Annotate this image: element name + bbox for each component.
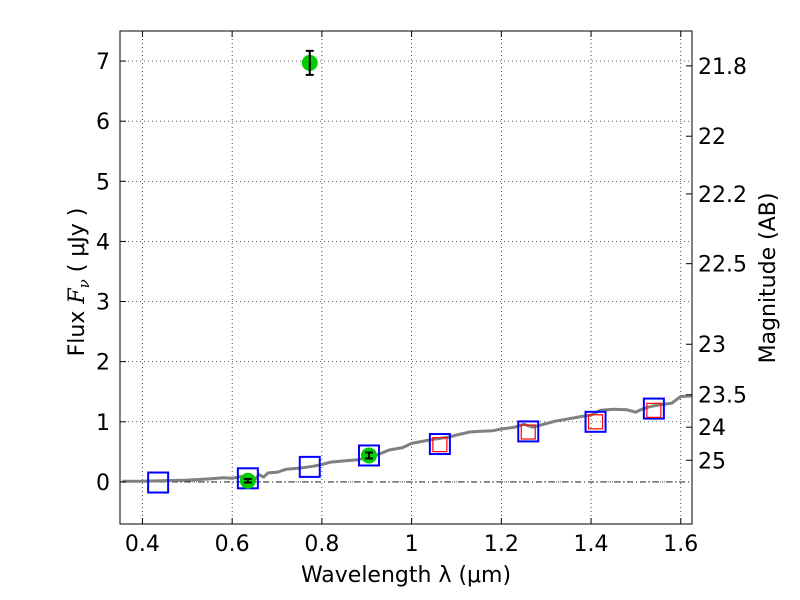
x-tick-label: 0.4 [125,532,160,557]
magnitude-tick-label: 21.8 [698,55,747,80]
blue-square-marker [298,455,321,478]
axis-ticks [120,31,692,524]
blue-square-marker [147,471,170,494]
x-tick-label: 0.8 [304,532,339,557]
red-square-marker [432,437,448,453]
y-axis-label: Flux Fν ( μJy ) [65,208,93,357]
y-tick-label: 0 [96,471,110,496]
y-tick-label: 7 [96,50,110,75]
magnitude-tick-label: 22 [698,125,726,150]
y-tick-label: 3 [96,291,110,316]
magnitude-tick-label: 25 [698,449,726,474]
plot-data [122,49,693,494]
y-tick-label: 2 [96,351,110,376]
y-axis-label-subscript: ν [75,279,93,288]
blue-square-marker [642,397,665,420]
red-square-marker [587,414,604,430]
x-tick-label: 1.4 [574,532,609,557]
blue-square-marker [357,444,380,467]
y-axis-label-prefix: Flux [65,304,90,357]
plot-frame [119,30,693,525]
magnitude-tick-label: 23 [698,333,726,358]
blue-square-marker [517,420,540,443]
x-tick-label: 1.2 [484,532,519,557]
magnitude-axis-label: Magnitude (AB) [756,193,781,364]
blue-square-marker [428,433,451,456]
model-spectrum-line [122,394,693,483]
x-tick-label: 1.6 [663,532,698,557]
magnitude-tick-label: 22.2 [698,183,747,208]
x-tick-label: 1 [405,532,419,557]
red-square-marker [646,402,662,418]
red-square-marker [520,424,536,440]
x-tick-label: 0.6 [215,532,250,557]
magnitude-tick-label: 22.5 [698,253,747,278]
y-tick-label: 4 [96,230,110,255]
grid-lines [120,31,692,524]
y-axis-label-symbol: F [65,288,90,305]
y-tick-label: 1 [96,411,110,436]
y-tick-label: 6 [96,110,110,135]
y-tick-label: 5 [96,170,110,195]
magnitude-tick-label: 23.5 [698,384,747,409]
blue-square-marker [584,410,607,433]
y-axis-label-unit: ( μJy ) [65,208,90,280]
x-axis-label: Wavelength λ (μm) [301,563,511,588]
magnitude-tick-label: 24 [698,416,726,441]
